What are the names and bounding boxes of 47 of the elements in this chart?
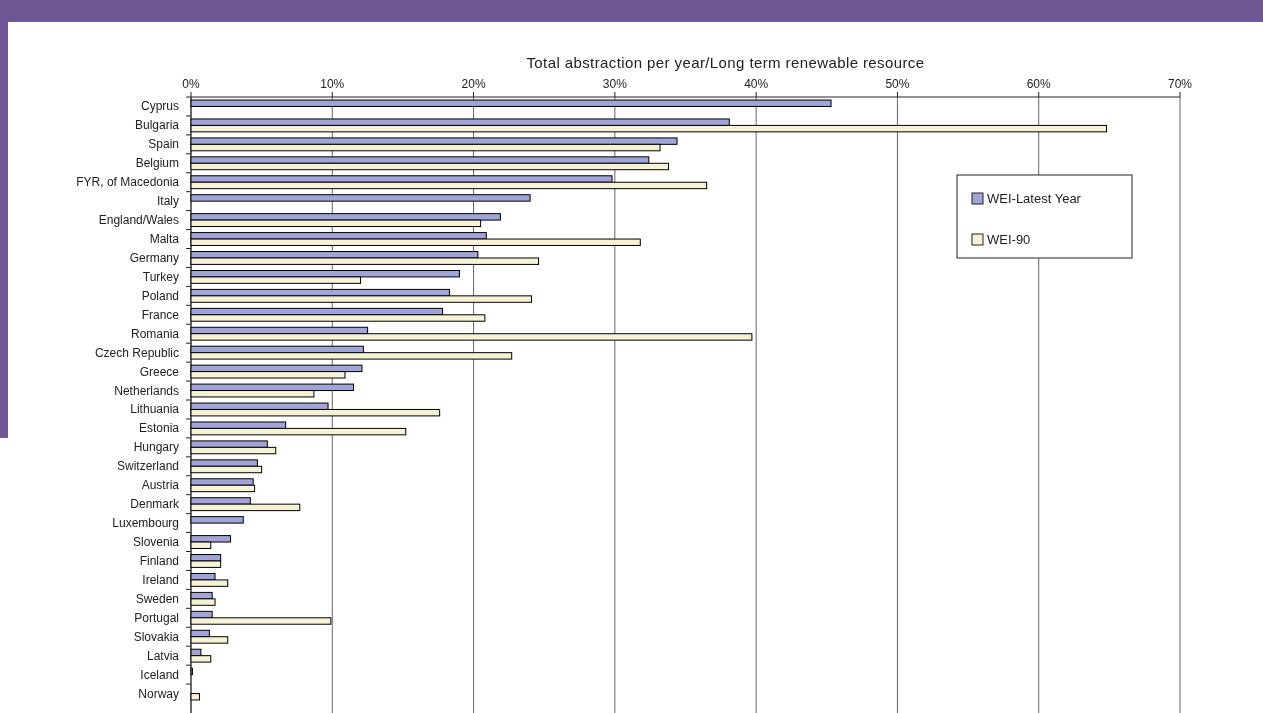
y-tick-label: Portugal (134, 610, 179, 625)
x-tick-label: 60% (1026, 77, 1052, 91)
y-tick-label: Estonia (138, 421, 180, 436)
y-tick-label: Ireland (142, 572, 179, 587)
y-tick-label: Latvia (146, 648, 180, 663)
bar (190, 194, 531, 202)
legend-label: WEI-Latest Year (987, 191, 1082, 206)
x-tick-label: 20% (461, 77, 486, 91)
y-tick-label: Netherlands (114, 383, 179, 398)
bar (190, 516, 244, 524)
y-tick-label: Turkey (142, 269, 179, 284)
y-tick-label: Hungary (133, 440, 179, 455)
y-tick-label: England/Wales (98, 213, 179, 228)
y-tick-label: Germany (129, 250, 179, 265)
y-tick-label: Austria (141, 478, 180, 493)
y-tick-label: France (141, 307, 180, 322)
y-tick-label: Switzerland (116, 459, 179, 474)
chart-title: Total abstraction per year/Long term renewable resource (526, 54, 925, 71)
y-tick-label: Lithuania (130, 402, 180, 417)
y-tick-label: Bulgaria (134, 118, 180, 133)
y-tick-label: Cyprus (140, 99, 179, 114)
y-tick-label: Norway (138, 686, 179, 701)
x-tick-label: 40% (744, 77, 769, 91)
x-tick-label: 10% (320, 77, 345, 91)
y-tick-label: Slovakia (133, 629, 180, 644)
y-tick-label: Spain (148, 137, 179, 152)
y-tick-label: Italy (156, 194, 179, 209)
x-tick-label: 50% (885, 77, 910, 91)
y-tick-label: Luxembourg (112, 516, 179, 531)
y-tick-label: Iceland (140, 667, 179, 682)
y-tick-label: Malta (149, 232, 180, 247)
x-tick-label: 30% (602, 77, 628, 91)
y-tick-label: FYR, of Macedonia (76, 175, 180, 190)
bar (190, 693, 200, 701)
y-tick-label: Finland (139, 553, 179, 568)
y-tick-label: Denmark (130, 497, 180, 512)
y-tick-label: Czech Republic (94, 345, 179, 360)
y-tick-label: Slovenia (132, 535, 180, 550)
y-tick-label: Romania (130, 326, 180, 341)
y-tick-label: Belgium (135, 156, 179, 171)
y-tick-label: Poland (141, 288, 179, 303)
bar (190, 99, 832, 107)
y-tick-label: Greece (139, 364, 180, 379)
y-tick-label: Sweden (135, 591, 179, 606)
legend-label: WEI-90 (987, 232, 1031, 247)
x-tick-label: 0% (182, 77, 200, 91)
x-tick-label: 70% (1167, 77, 1193, 91)
